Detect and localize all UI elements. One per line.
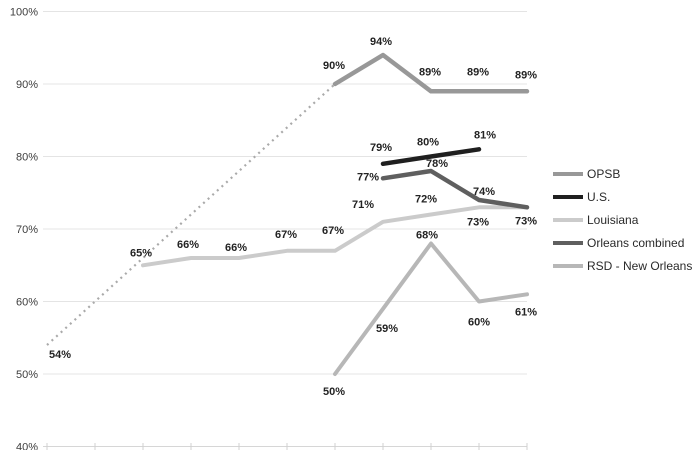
y-axis-tick-label: 100% xyxy=(10,7,38,19)
legend-item-orleans-combined: Orleans combined xyxy=(553,231,692,254)
point-label-opsb: 94% xyxy=(370,36,392,48)
chart-legend: OPSB U.S. Louisiana Orleans combined RSD - N… xyxy=(553,162,692,277)
legend-label: Louisiana xyxy=(587,212,639,227)
legend-swatch-icon xyxy=(553,194,583,199)
y-axis-tick-label: 80% xyxy=(16,152,38,164)
series-line-rsd xyxy=(333,241,529,376)
point-label-louisiana: 65% xyxy=(130,247,152,259)
series-line-us xyxy=(380,147,482,167)
y-axis-tick-label: 90% xyxy=(16,79,38,91)
legend-swatch-icon xyxy=(553,263,583,268)
point-label-opsb-dotted: 54% xyxy=(49,349,71,361)
legend-swatch-icon xyxy=(553,171,583,176)
point-label-louisiana: 72% xyxy=(415,194,437,206)
series-line-opsb-dotted xyxy=(46,83,336,346)
legend-item-rsd-new-orleans: RSD - New Orleans xyxy=(553,254,692,277)
legend-label: RSD - New Orleans xyxy=(587,258,693,273)
point-label-us: 79% xyxy=(370,142,392,154)
point-label-rsd: 60% xyxy=(468,317,490,329)
point-label-opsb: 89% xyxy=(467,66,489,78)
point-label-opsb: 89% xyxy=(419,66,441,78)
legend-label: OPSB xyxy=(587,166,621,181)
point-label-orleans: 77% xyxy=(357,171,379,183)
point-label-louisiana: 67% xyxy=(322,225,344,237)
y-axis-tick-label: 50% xyxy=(16,369,38,381)
point-label-louisiana: 66% xyxy=(225,242,247,254)
series-line-louisiana xyxy=(141,205,529,268)
point-label-orleans: 78% xyxy=(426,158,448,170)
point-label-louisiana: 67% xyxy=(275,229,297,241)
point-label-rsd: 50% xyxy=(323,386,345,398)
point-label-us: 80% xyxy=(417,137,439,149)
series-line-opsb xyxy=(332,52,530,94)
point-label-rsd: 59% xyxy=(376,323,398,335)
point-label-us: 81% xyxy=(474,129,496,141)
legend-label: U.S. xyxy=(587,189,611,204)
legend-swatch-icon xyxy=(553,217,583,222)
legend-item-louisiana: Louisiana xyxy=(553,208,692,231)
point-label-rsd: 61% xyxy=(515,306,537,318)
legend-label: Orleans combined xyxy=(587,235,685,250)
y-axis-tick-label: 70% xyxy=(16,224,38,236)
point-label-opsb: 90% xyxy=(323,60,345,72)
legend-item-u-s: U.S. xyxy=(553,185,692,208)
point-label-opsb: 89% xyxy=(515,69,537,81)
point-label-orleans: 74% xyxy=(473,186,495,198)
point-label-louisiana: 71% xyxy=(352,199,374,211)
y-axis-tick-label: 40% xyxy=(16,442,38,450)
legend-swatch-icon xyxy=(553,240,583,245)
point-label-louisiana: 66% xyxy=(177,239,199,251)
point-label-louisiana: 73% xyxy=(467,216,489,228)
y-axis-tick-label: 60% xyxy=(16,297,38,309)
point-label-rsd: 68% xyxy=(416,230,438,242)
point-label-orleans: 73% xyxy=(515,215,537,227)
series-line-orleans xyxy=(380,168,530,210)
legend-item-opsb: OPSB xyxy=(553,162,692,185)
